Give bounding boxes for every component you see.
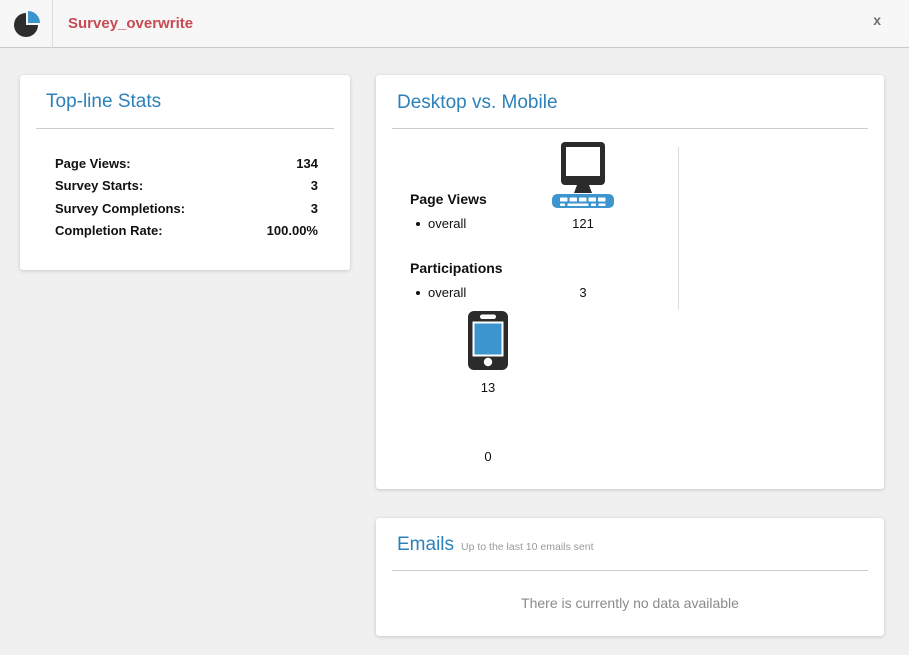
window-title: Survey_overwrite — [68, 15, 194, 32]
emails-heading: Emails Up to the last 10 emails sent — [397, 534, 594, 556]
stat-row-completion-rate: Completion Rate: 100.00% — [55, 220, 318, 243]
stat-label: Survey Completions: — [55, 200, 186, 216]
stat-row-survey-starts: Survey Starts: 3 — [55, 175, 318, 198]
divider — [392, 570, 868, 571]
no-data-message: There is currently no data available — [521, 595, 739, 611]
stat-label: Survey Starts: — [55, 178, 144, 194]
stat-value: 3 — [310, 178, 318, 194]
desktop-vs-mobile-title: Desktop vs. Mobile — [397, 92, 558, 113]
mobile-participations-value: 0 — [484, 449, 492, 464]
topline-stats-list: Page Views: 134 Survey Starts: 3 Survey … — [55, 152, 318, 242]
window-header: Survey_overwrite x — [0, 0, 909, 48]
stat-label: Page Views: — [55, 155, 131, 171]
desktop-page-views-value: 121 — [572, 216, 594, 231]
desktop-participations-value: 3 — [579, 285, 587, 300]
desktop-computer-icon — [551, 142, 615, 213]
divider — [36, 128, 334, 129]
stat-value: 3 — [310, 200, 318, 216]
stat-row-survey-completions: Survey Completions: 3 — [55, 197, 318, 220]
participations-item-label: overall — [428, 285, 467, 300]
desktop-vs-mobile-card: Desktop vs. Mobile — [376, 75, 884, 489]
emails-card: Emails Up to the last 10 emails sent The… — [376, 518, 884, 636]
page-views-overall-row: overall — [416, 217, 466, 230]
participations-overall-row: overall — [416, 286, 466, 299]
stat-row-page-views: Page Views: 134 — [55, 152, 318, 175]
header-separator — [52, 0, 53, 48]
page-views-item-label: overall — [428, 216, 467, 231]
emails-subtitle: Up to the last 10 emails sent — [461, 541, 594, 553]
bullet-icon — [416, 221, 420, 226]
emails-title: Emails — [397, 534, 455, 555]
mobile-page-views-value: 13 — [480, 380, 496, 395]
smartphone-icon — [468, 311, 508, 375]
page-views-label: Page Views — [410, 191, 487, 207]
column-separator — [678, 147, 679, 310]
divider — [392, 128, 868, 129]
stat-label: Completion Rate: — [55, 223, 163, 239]
participations-label: Participations — [410, 260, 503, 276]
pie-chart-logo-icon — [13, 10, 41, 38]
bullet-icon — [416, 290, 420, 295]
topline-stats-card: Top-line Stats Page Views: 134 Survey St… — [20, 75, 350, 270]
topline-stats-title: Top-line Stats — [46, 91, 162, 112]
close-button[interactable]: x — [873, 12, 881, 28]
stat-value: 100.00% — [266, 223, 318, 239]
stat-value: 134 — [296, 155, 318, 171]
